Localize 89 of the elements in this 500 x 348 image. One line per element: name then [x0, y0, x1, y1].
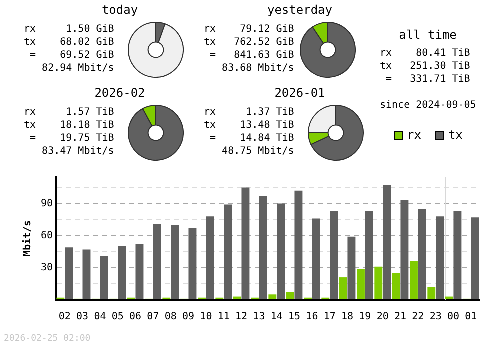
bar — [348, 236, 356, 300]
x-tick-label: 17 — [324, 312, 336, 323]
x-tick-label: 12 — [236, 312, 248, 323]
x-tick-label: 18 — [341, 312, 354, 323]
x-tick-label: 08 — [164, 312, 177, 323]
text: 83.68 Mbit/s — [222, 63, 294, 74]
bar — [233, 296, 242, 300]
bar — [410, 261, 418, 300]
bar — [259, 196, 268, 300]
x-tick-label: 14 — [270, 312, 283, 323]
bar — [242, 188, 250, 300]
bar — [82, 250, 91, 300]
x-tick-label: 01 — [465, 312, 478, 323]
text: tx 251.30 TiB — [380, 60, 472, 73]
bar — [277, 204, 286, 300]
bar — [454, 211, 462, 300]
bar — [100, 256, 108, 300]
bar — [224, 204, 232, 300]
text: = 69.52 GiB — [30, 50, 114, 61]
bar — [330, 211, 338, 300]
y-tick-label: 30 — [40, 262, 54, 274]
bar — [471, 218, 480, 300]
x-tick-label: 20 — [376, 312, 389, 323]
x-tick-label: 02 — [58, 312, 71, 323]
x-tick-label: 03 — [76, 312, 89, 323]
text: rx 80.41 TiB — [380, 47, 472, 60]
x-tick-label: 11 — [218, 312, 230, 323]
bar — [392, 273, 400, 300]
bar — [188, 228, 197, 300]
text: = 331.71 TiB — [385, 73, 472, 86]
text: = 19.75 TiB — [30, 133, 114, 144]
bar — [418, 209, 426, 300]
bar — [436, 216, 444, 300]
x-tick-label: 04 — [94, 312, 106, 323]
text: tx 18.18 TiB — [24, 120, 114, 131]
x-tick-label: 10 — [200, 312, 212, 323]
x-tick-label: 09 — [182, 312, 195, 323]
text: tx 68.02 GiB — [24, 37, 114, 48]
chart-title: today — [100, 3, 140, 17]
x-tick-label: 16 — [306, 312, 318, 323]
text: rx 79.12 GiB — [204, 24, 294, 35]
x-tick-label: 07 — [147, 312, 160, 323]
x-tick-label: 19 — [359, 312, 372, 323]
text: rx 1.57 TiB — [24, 107, 114, 118]
bar — [65, 248, 74, 300]
text: rx 1.37 TiB — [204, 107, 294, 118]
y-tick-label: 60 — [40, 230, 54, 242]
bar — [286, 292, 294, 300]
bar — [294, 190, 303, 300]
text: all time — [398, 28, 458, 42]
text: 48.75 Mbit/s — [222, 146, 294, 157]
x-tick-label: 00 — [447, 312, 460, 323]
text: tx 13.48 TiB — [204, 120, 294, 131]
bar — [383, 186, 392, 300]
x-tick-label: 22 — [412, 312, 424, 323]
y-axis-title: Mbit/s — [22, 220, 34, 257]
legend-label: tx — [448, 128, 463, 142]
text: = 841.63 GiB — [210, 50, 294, 61]
bar — [118, 246, 126, 300]
text: 83.47 Mbit/s — [42, 146, 114, 157]
x-tick-label: 05 — [112, 312, 124, 323]
chart-title: yesterday — [266, 3, 334, 17]
x-tick-label: 15 — [288, 312, 301, 323]
bar — [356, 268, 365, 300]
text: 82.94 Mbit/s — [42, 63, 114, 74]
x-tick-label: 21 — [394, 312, 407, 323]
bar — [374, 266, 383, 300]
text: tx 762.52 GiB — [204, 37, 294, 48]
bar — [312, 218, 320, 300]
bar — [268, 294, 277, 300]
text: since 2024-09-05 — [380, 99, 478, 112]
bar — [428, 287, 436, 300]
x-tick-label: 23 — [430, 312, 442, 323]
bar — [400, 200, 409, 300]
legend-label: rx — [407, 128, 422, 142]
bar — [136, 244, 144, 300]
x-tick-label: 06 — [130, 312, 142, 323]
chart-title: 2026-02 — [94, 86, 146, 100]
bar — [365, 211, 374, 300]
y-tick-label: 90 — [40, 198, 54, 210]
bar — [171, 225, 180, 300]
text: rx 1.50 GiB — [24, 24, 114, 35]
text: = 14.84 TiB — [210, 133, 294, 144]
bar — [339, 278, 348, 300]
x-tick-label: 13 — [253, 312, 266, 323]
bar — [153, 224, 162, 300]
chart-title: 2026-01 — [274, 86, 326, 100]
bar — [206, 216, 214, 300]
bar — [445, 296, 454, 300]
